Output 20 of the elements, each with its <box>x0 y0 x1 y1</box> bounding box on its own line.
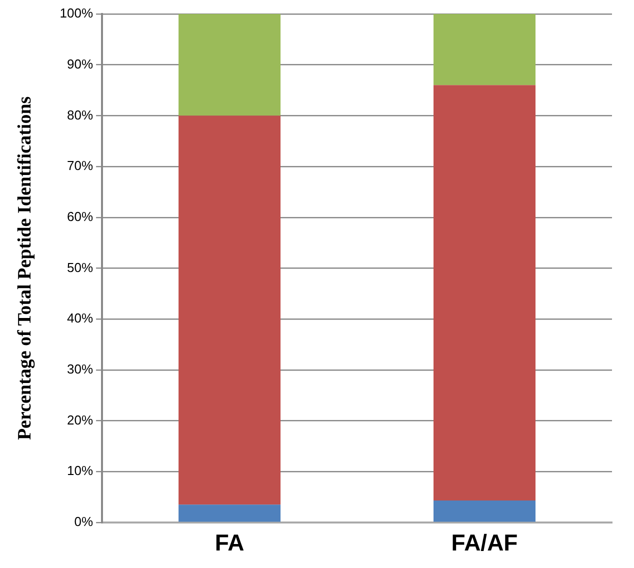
y-tick-label: 30% <box>67 361 94 376</box>
bar <box>178 116 281 505</box>
y-tick-label: 90% <box>67 56 94 72</box>
y-tick-label: 60% <box>67 208 94 224</box>
bar <box>178 14 281 116</box>
y-tick-label: 10% <box>67 463 94 478</box>
y-tick-label: 80% <box>67 107 94 122</box>
y-axis-title: Percentage of Total Peptide Identifications <box>14 96 36 440</box>
bar <box>178 504 281 522</box>
y-tick-label: 20% <box>67 412 94 428</box>
y-tick-label: 0% <box>74 514 94 529</box>
bar <box>434 14 536 86</box>
y-tick-label: 50% <box>67 260 94 275</box>
x-tick-label: FA/AF <box>451 530 518 556</box>
bar <box>434 85 536 501</box>
y-tick-label: 100% <box>60 6 94 21</box>
y-tick-label: 40% <box>67 310 94 326</box>
bar <box>434 500 536 522</box>
x-tick-label: FA <box>214 530 244 556</box>
y-tick-label: 70% <box>67 158 94 174</box>
